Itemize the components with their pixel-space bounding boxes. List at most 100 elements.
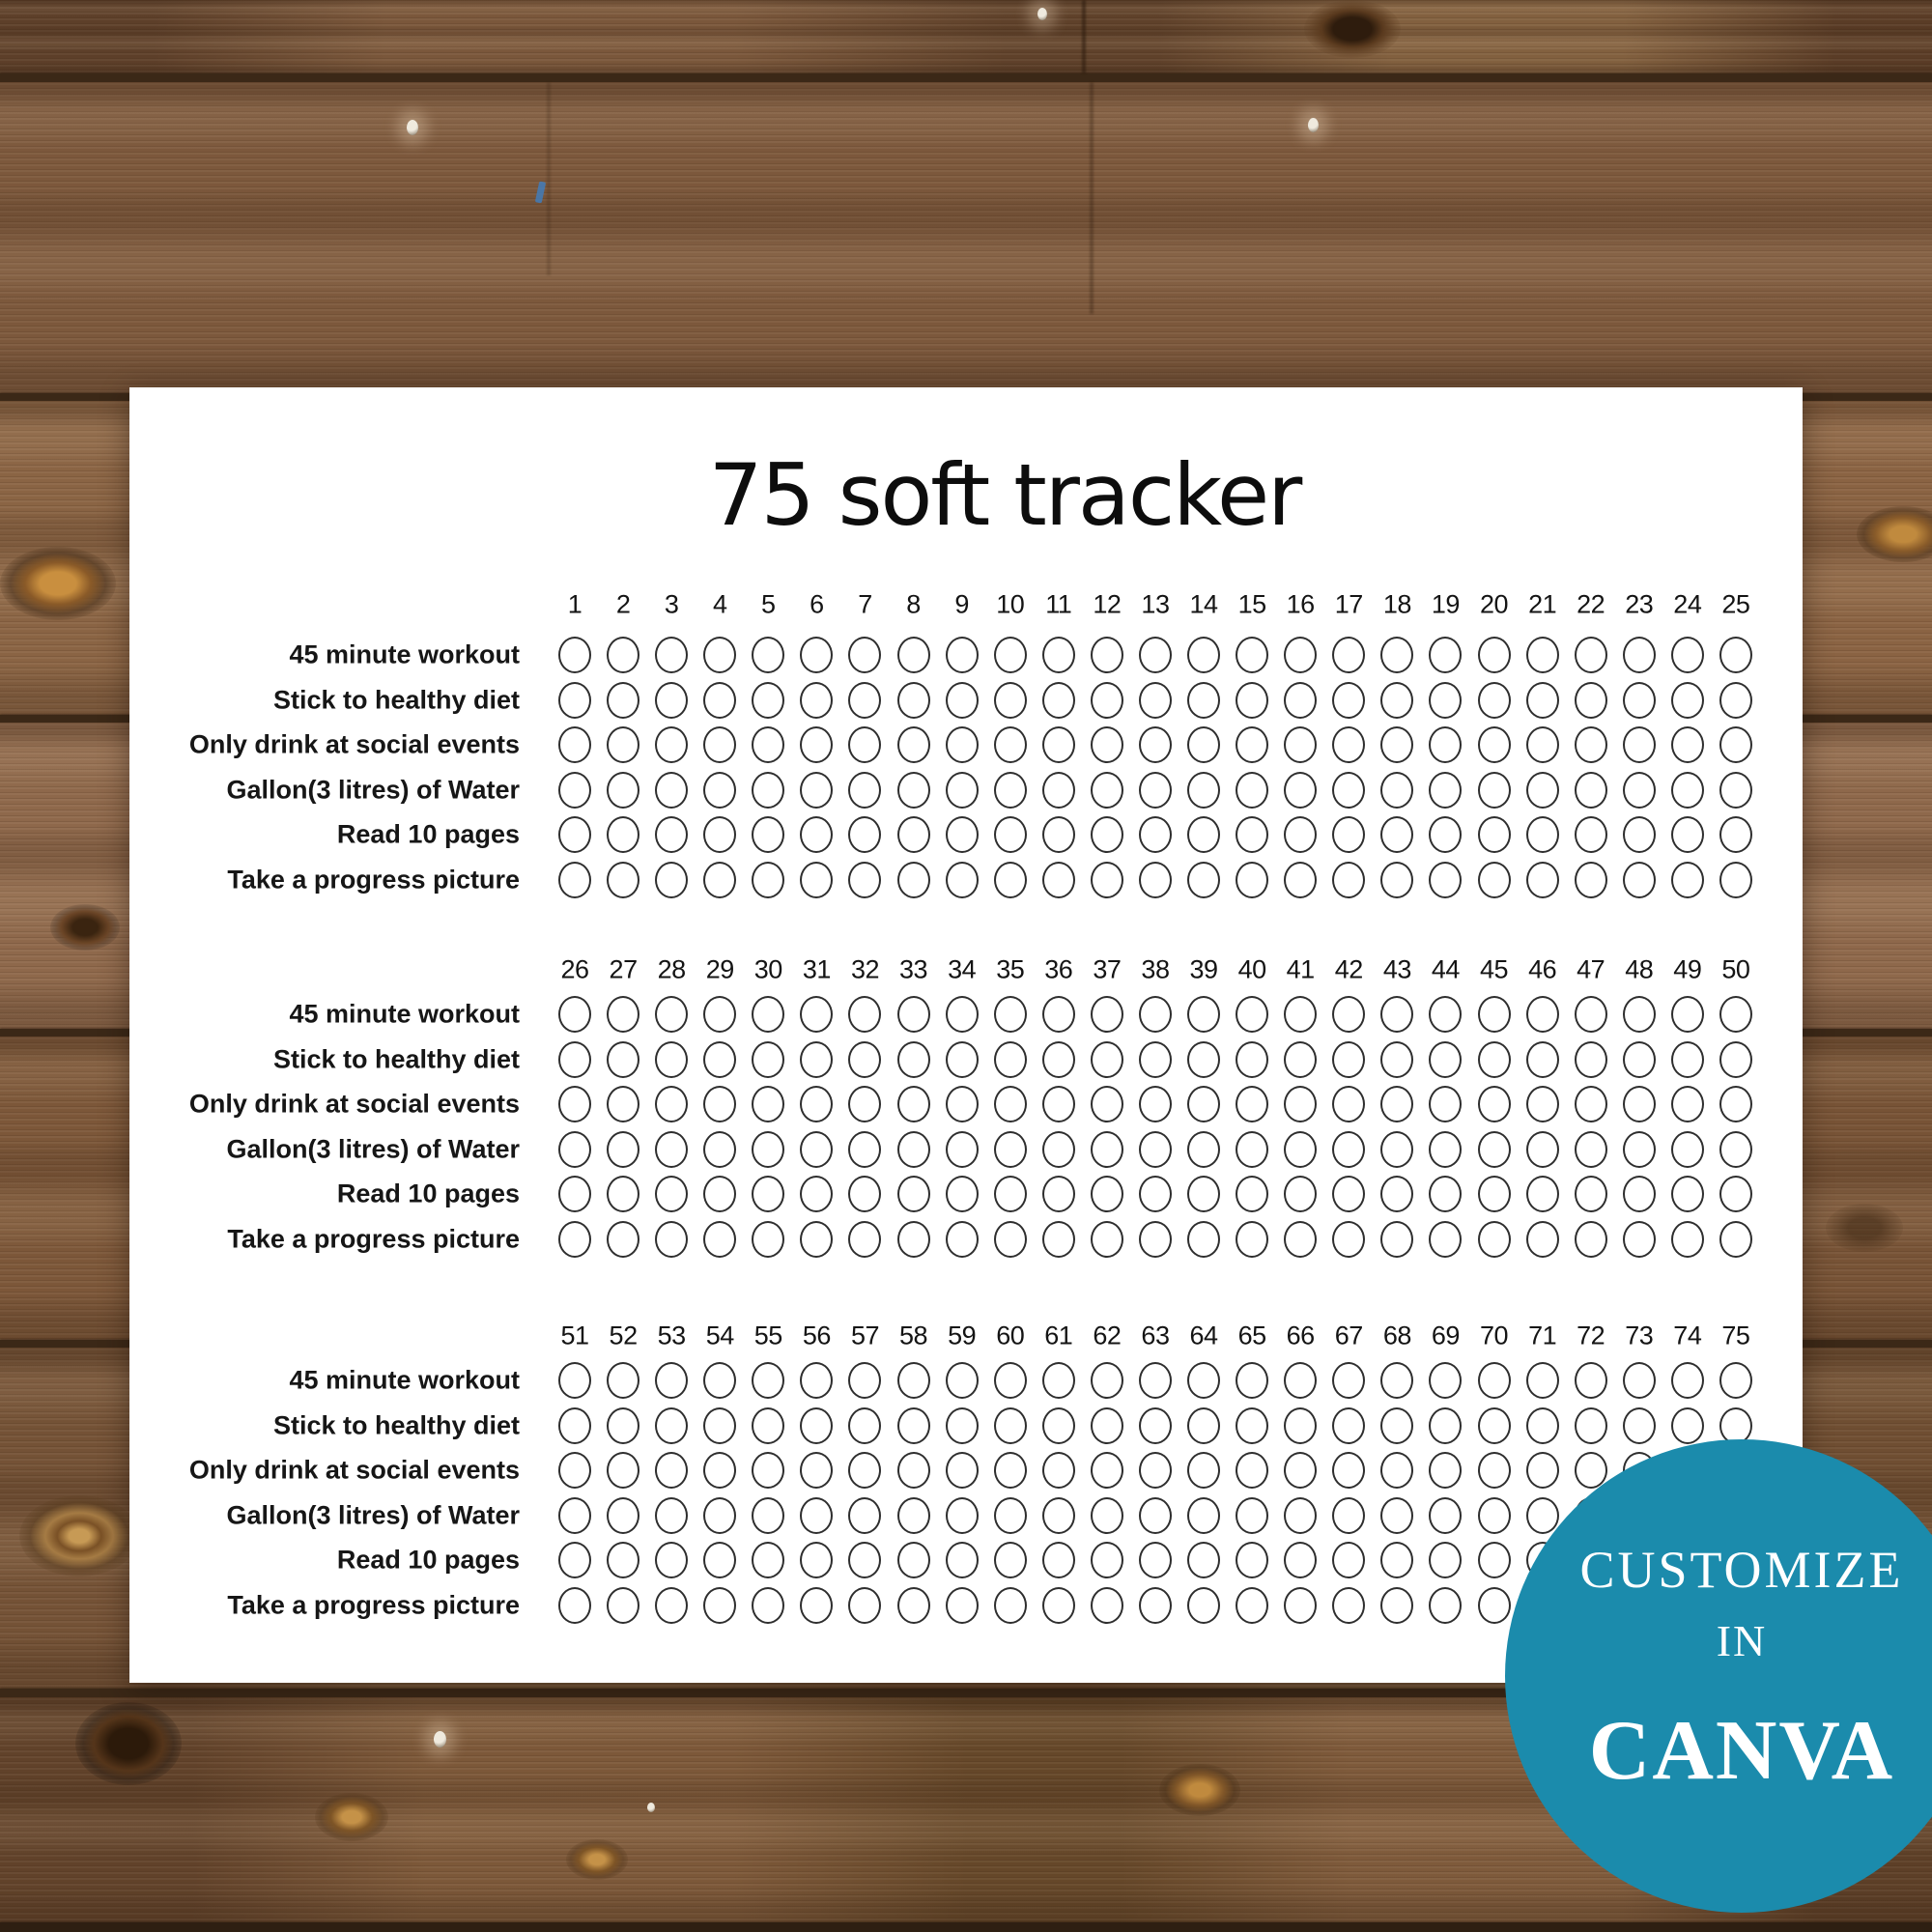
tracker-circle [800,681,834,719]
habit-label: Gallon(3 litres) of Water [226,1500,520,1530]
day-number: 42 [1334,954,1364,984]
tracker-circle [1236,996,1269,1033]
tracker-circle [1284,1086,1318,1123]
tracker-circle [1574,1040,1607,1078]
tracker-circle [993,1176,1027,1213]
day-number: 5 [761,589,776,619]
tracker-circle [703,1086,737,1123]
tracker-circle [1138,1362,1172,1399]
tracker-circle [1332,1176,1366,1213]
day-number: 45 [1479,954,1509,984]
day-number: 9 [954,589,969,619]
tracker-circle [945,1130,979,1168]
day-number: 13 [1141,589,1170,619]
tracker-circle [848,681,882,719]
tracker-circle [607,726,640,764]
day-number: 38 [1141,954,1170,984]
tracker-circle [607,771,640,809]
day-number: 66 [1286,1321,1316,1350]
tracker-circle [558,862,591,898]
tracker-circle [1477,771,1511,809]
tracker-circle [607,862,640,898]
badge-line-in: IN [1716,1616,1768,1665]
tracker-circle [945,1452,979,1490]
wood-knot [19,1495,139,1577]
tracker-circle [1380,1452,1414,1490]
tracker-circle [1719,1176,1752,1213]
tracker-circle [1429,1542,1463,1579]
tracker-circle [848,1587,882,1624]
screw-icon [1308,118,1319,132]
tracker-circle [1284,996,1318,1033]
tracker-circle [752,996,785,1033]
tracker-circle [655,1221,689,1258]
tracker-circle [1332,1496,1366,1534]
tracker-circle [1622,996,1656,1033]
tracker-circle [1429,637,1463,673]
tracker-circle [1525,816,1559,854]
tracker-circle [1525,1452,1559,1490]
tracker-circle [1574,1176,1607,1213]
tracker-circle [1525,1176,1559,1213]
tracker-circle [1041,1406,1075,1444]
tracker-circle [1284,771,1318,809]
habit-label: 45 minute workout [289,639,520,669]
tracker-circle [1138,1542,1172,1579]
tracker-circle [558,1176,591,1213]
tracker-circle [1574,1452,1607,1490]
tracker-circle [1429,996,1463,1033]
tracker-circle [1719,1406,1752,1444]
tracker-circle [1670,996,1704,1033]
tracker-circle [993,726,1027,764]
tracker-circle [1138,1221,1172,1258]
tracker-circle [1187,1362,1221,1399]
tracker-circle [1090,1362,1123,1399]
tracker-circle [655,1496,689,1534]
tracker-circle [1332,1587,1366,1624]
tracker-circle [896,1587,930,1624]
tracker-circle [993,1496,1027,1534]
tracker-circle [800,1086,834,1123]
day-number: 73 [1625,1321,1654,1350]
tracker-circle [607,1130,640,1168]
tracker-circle [1719,1040,1752,1078]
day-number: 7 [858,589,872,619]
tracker-circle [1332,1452,1366,1490]
tracker-circle [1429,1362,1463,1399]
tracker-circle [1187,1221,1221,1258]
tracker-circle [1236,1130,1269,1168]
tracker-circle [752,1362,785,1399]
tracker-circle [993,1040,1027,1078]
habit-label: Gallon(3 litres) of Water [226,1134,520,1164]
tracker-circle [1187,1130,1221,1168]
tracker-circle [1138,1452,1172,1490]
day-number: 6 [810,589,824,619]
tracker-circle [848,1542,882,1579]
tracker-circle [1670,637,1704,673]
tracker-circle [752,862,785,898]
tracker-circle [1622,637,1656,673]
tracker-circle [1525,996,1559,1033]
tracker-circle [655,1130,689,1168]
tracker-circle [1090,1452,1123,1490]
tracker-circle [1332,1086,1366,1123]
tracker-circle [1380,1086,1414,1123]
tracker-circle [752,1086,785,1123]
tracker-circle [1090,816,1123,854]
tracker-circle [1429,726,1463,764]
tracker-circle [1719,1362,1752,1399]
habit-label: 45 minute workout [289,999,520,1029]
tracker-circle [800,1406,834,1444]
tracker-circle [607,1587,640,1624]
tracker-circle [655,1176,689,1213]
tracker-circle [1284,1176,1318,1213]
tracker-circle [1670,681,1704,719]
tracker-circle [896,862,930,898]
habit-label: Stick to healthy diet [272,685,520,715]
tracker-circle [1236,1362,1269,1399]
tracker-circle [752,1452,785,1490]
tracker-circle [1622,1086,1656,1123]
tracker-circle [1574,1362,1607,1399]
day-number: 28 [657,954,687,984]
tracker-circle [1090,771,1123,809]
